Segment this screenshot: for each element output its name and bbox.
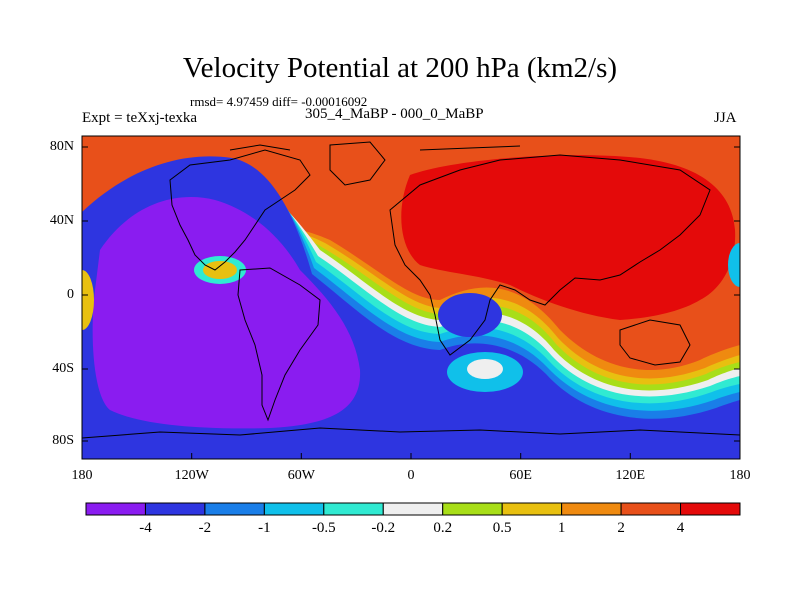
coast-north-america [169,149,311,271]
colorbar-label: -0.5 [311,520,336,536]
lon-label-60e: 60E [509,468,532,483]
colorbar-swatch [561,502,622,516]
field-level-4 [401,155,736,320]
lon-label-120w: 120W [174,468,209,483]
coast-south-america [237,267,321,422]
lon-label-0: 0 [407,468,415,483]
lon-label-180w: 180 [71,468,93,483]
colorbar-label: -1 [258,520,271,536]
coastlines [82,141,740,439]
field-blob-yellow [203,261,237,279]
coast-africa-eurasia [389,154,711,356]
difference-label: 305_4_MaBP - 000_0_MaBP [305,106,484,122]
field-level-neg4 [92,197,361,429]
lon-label-120e: 120E [615,468,646,483]
lat-label-40S: 40S [52,361,74,376]
lat-label-80S: 80S [52,433,74,448]
colorbar-swatch [501,502,563,516]
experiment-label: Expt = teXxj-texka [82,110,198,126]
lat-label-0: 0 [67,287,74,302]
lat-label-40N: 40N [49,213,74,228]
colorbar-label: 0.5 [492,520,512,536]
colorbar-label: 2 [617,520,625,536]
lat-label-80N: 80N [49,139,74,154]
colorbar-label: 4 [676,520,685,536]
field-blob-blue [438,293,502,337]
colorbar-label: 0.2 [433,520,453,536]
field-blob-white [467,359,503,379]
coast-antarctica [82,427,740,439]
axis-ticks [81,146,741,459]
lon-label-180e: 180 [729,468,751,483]
colorbar-swatch [442,502,503,516]
colorbar-swatch [620,502,682,516]
lon-label-60w: 60W [287,468,315,483]
colorbar-swatch [680,502,741,516]
colorbar-swatch [85,502,146,516]
coast-greenland [329,141,386,186]
colorbar-swatch [263,502,325,516]
plot-title: Velocity Potential at 200 hPa (km2/s) [182,52,618,84]
colorbar-swatch [323,502,384,516]
field-blob-west-edge [82,270,94,330]
season-label: JJA [714,110,737,126]
colorbar-label: -0.2 [371,520,396,536]
stats-line: rmsd= 4.97459 diff= -0.00016092 [190,94,368,109]
colorbar-swatch [144,502,206,516]
coast-australia [619,319,691,366]
coast-arctic [229,144,521,151]
field-blob-edge [728,243,740,287]
colorbar [85,502,741,516]
colorbar-swatch [204,502,265,516]
colorbar-label: 1 [557,520,566,536]
contour-field [82,136,740,459]
colorbar-label: -2 [198,520,212,536]
colorbar-label: -4 [139,520,152,536]
colorbar-swatch [382,502,444,516]
